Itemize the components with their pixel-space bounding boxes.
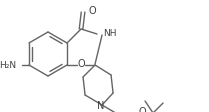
- Text: O: O: [138, 107, 146, 112]
- Text: NH: NH: [103, 28, 117, 38]
- Text: O: O: [77, 59, 85, 69]
- Text: H₂N: H₂N: [0, 60, 16, 70]
- Text: O: O: [88, 6, 96, 16]
- Text: N: N: [97, 101, 105, 111]
